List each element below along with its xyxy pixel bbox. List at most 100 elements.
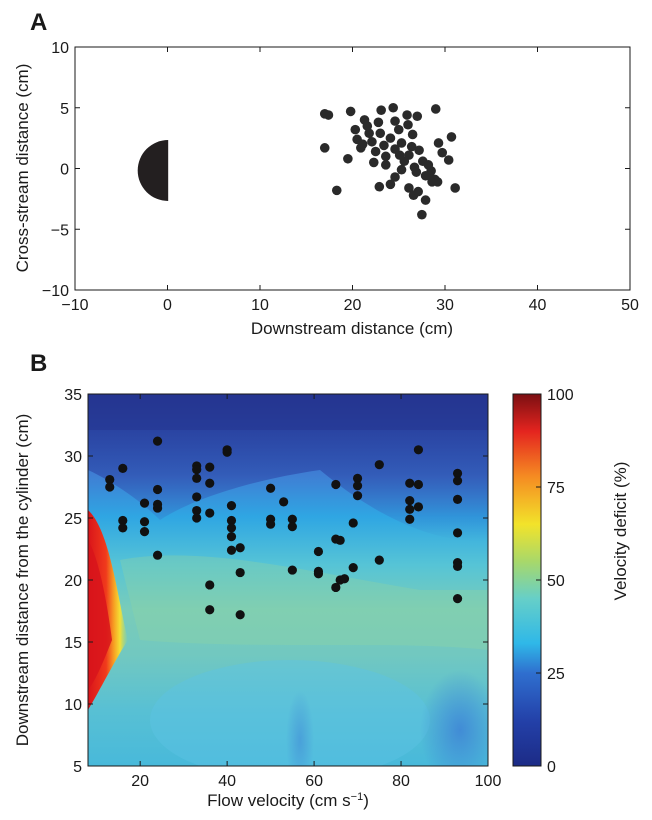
panel-b-points: [105, 436, 463, 620]
x-tick-label: 60: [305, 773, 323, 790]
colorbar-tick-label: 25: [547, 666, 565, 683]
scatter-point: [226, 523, 237, 533]
scatter-point: [235, 543, 245, 553]
scatter-point: [452, 594, 463, 604]
scatter-point: [313, 569, 324, 579]
scatter-point: [432, 177, 443, 187]
scatter-point: [381, 151, 391, 162]
scatter-point: [396, 138, 407, 148]
scatter-point: [367, 136, 377, 147]
scatter-point: [375, 128, 386, 139]
x-tick-label: 80: [392, 773, 410, 790]
scatter-point: [430, 104, 441, 114]
scatter-point: [413, 479, 424, 490]
scatter-point: [192, 513, 202, 523]
scatter-point: [390, 116, 400, 126]
scatter-point: [152, 503, 163, 513]
panel-a-y-ticks: −10 −5 0 5 10: [42, 40, 630, 300]
scatter-point: [319, 143, 330, 153]
scatter-point: [374, 181, 385, 192]
scatter-point: [139, 498, 150, 508]
scatter-point: [433, 138, 444, 148]
colorbar-tick-label: 50: [547, 573, 565, 590]
scatter-point: [350, 124, 361, 135]
scatter-point: [370, 146, 381, 157]
scatter-point: [452, 494, 463, 504]
scatter-point: [339, 574, 350, 584]
y-tick-label: −5: [51, 222, 69, 239]
x-tick-label: 30: [436, 297, 454, 314]
scatter-point: [420, 195, 431, 205]
y-tick-label: 25: [64, 511, 82, 528]
scatter-point: [235, 567, 245, 578]
scatter-point: [118, 463, 128, 473]
scatter-point: [364, 128, 374, 139]
scatter-point: [331, 479, 341, 490]
panel-b-x-ticks: 20 40 60 80 100: [131, 394, 501, 790]
panel-a-points: [319, 102, 460, 220]
scatter-point: [331, 185, 342, 196]
y-tick-label: 15: [64, 635, 82, 652]
scatter-point: [192, 473, 202, 483]
colorbar-ticks: 0 25 50 75 100: [536, 387, 574, 776]
colorbar-tick-label: 75: [547, 480, 565, 497]
scatter-point: [118, 515, 128, 526]
scatter-point: [343, 153, 353, 164]
scatter-point: [279, 497, 289, 507]
scatter-point: [335, 535, 345, 545]
scatter-point: [414, 145, 424, 156]
x-tick-label: 20: [344, 297, 362, 314]
scatter-point: [205, 462, 215, 472]
scatter-point: [385, 133, 396, 143]
scatter-point: [413, 186, 423, 197]
scatter-point: [266, 483, 276, 493]
y-tick-label: 10: [51, 40, 69, 57]
scatter-point: [373, 117, 384, 128]
x-tick-label: 20: [131, 773, 149, 790]
scatter-point: [394, 150, 405, 160]
panel-b-x-axis-label: Flow velocity (cm s−1): [207, 791, 369, 810]
scatter-point: [393, 124, 404, 135]
scatter-point: [404, 150, 414, 160]
colorbar: 0 25 50 75 100: [512, 387, 574, 776]
scatter-point: [390, 172, 400, 182]
scatter-point: [452, 561, 463, 571]
x-tick-label: 40: [529, 297, 547, 314]
scatter-point: [226, 545, 237, 555]
scatter-point: [424, 170, 435, 181]
scatter-point: [222, 447, 232, 457]
colorbar-tick-label: 0: [547, 759, 556, 776]
scatter-point: [452, 468, 463, 478]
panel-a-plot: −10 0 10 20 30 40 50 −10 −5 0 5 10: [42, 40, 639, 314]
scatter-point: [412, 111, 423, 122]
scatter-point: [374, 460, 384, 470]
x-tick-label: 10: [251, 297, 269, 314]
scatter-point: [226, 501, 237, 511]
panel-b-y-ticks: 5 10 15 20 25 30 35: [64, 387, 488, 776]
scatter-point: [287, 514, 297, 524]
scatter-point: [192, 465, 202, 475]
scatter-point: [352, 491, 363, 501]
scatter-point: [396, 164, 407, 175]
panel-a-y-axis-label: Cross-stream distance (cm): [13, 64, 32, 273]
scatter-point: [452, 528, 463, 538]
scatter-point: [450, 183, 460, 193]
scatter-point: [443, 155, 454, 165]
y-tick-label: 0: [60, 162, 69, 179]
scatter-point: [226, 515, 237, 526]
scatter-point: [388, 102, 399, 113]
scatter-point: [287, 522, 297, 532]
scatter-point: [235, 610, 245, 620]
scatter-point: [407, 129, 418, 140]
y-tick-label: −10: [42, 283, 69, 300]
scatter-point: [226, 532, 237, 542]
scatter-point: [313, 546, 324, 557]
scatter-point: [406, 141, 417, 152]
scatter-point: [118, 523, 128, 533]
scatter-point: [331, 582, 341, 593]
y-tick-label: 20: [64, 573, 82, 590]
panel-a-x-ticks: −10 0 10 20 30 40 50: [61, 47, 639, 314]
y-tick-label: 35: [64, 387, 82, 404]
colorbar-label: Velocity deficit (%): [611, 462, 630, 601]
scatter-point: [192, 505, 202, 516]
